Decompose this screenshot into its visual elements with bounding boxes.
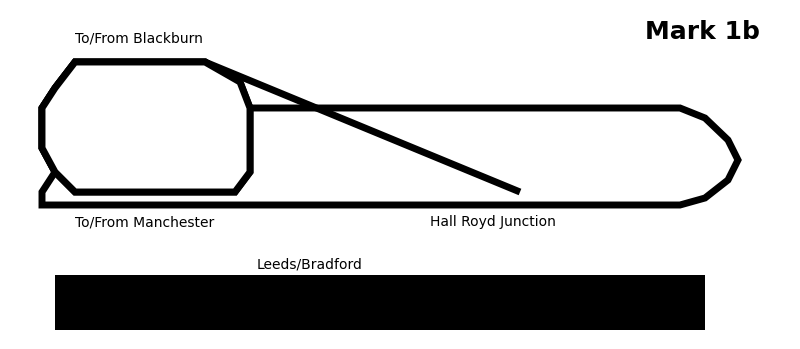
Polygon shape (42, 62, 250, 192)
Text: To/From Blackburn: To/From Blackburn (75, 31, 203, 45)
Text: Leeds/Bradford: Leeds/Bradford (257, 258, 363, 272)
Text: To/From Manchester: To/From Manchester (75, 215, 214, 229)
Text: Mark 1b: Mark 1b (645, 20, 760, 44)
Polygon shape (42, 62, 250, 192)
Text: Hall Royd Junction: Hall Royd Junction (430, 215, 556, 229)
Bar (55, 275, 705, 330)
Polygon shape (42, 62, 738, 205)
